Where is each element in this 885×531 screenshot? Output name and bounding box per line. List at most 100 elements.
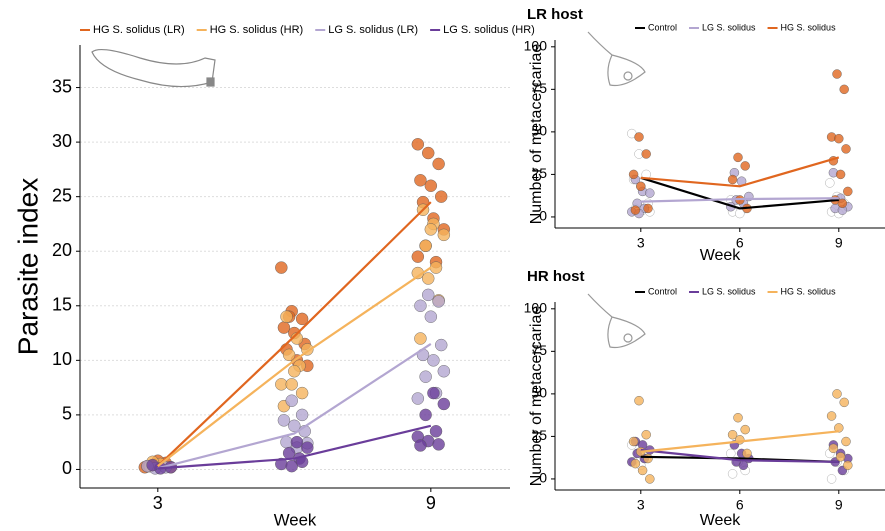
panel-title: LR host bbox=[527, 6, 583, 23]
data-point bbox=[285, 378, 298, 391]
data-point bbox=[288, 419, 301, 433]
data-point bbox=[733, 412, 743, 423]
y-axis-label: Parasite index bbox=[12, 178, 43, 355]
data-point bbox=[641, 430, 651, 440]
data-point bbox=[643, 203, 653, 214]
mean-line bbox=[640, 197, 839, 203]
data-point bbox=[411, 138, 425, 151]
data-point bbox=[645, 474, 655, 484]
legend-label: LG S. solidus bbox=[702, 286, 756, 296]
data-point bbox=[419, 370, 432, 383]
data-point bbox=[282, 446, 296, 460]
y-tick-label: 20 bbox=[52, 240, 72, 260]
y-tick-label: 25 bbox=[531, 165, 547, 181]
data-point bbox=[419, 408, 432, 422]
x-tick-label: 3 bbox=[637, 235, 645, 251]
y-tick-label: 35 bbox=[52, 76, 72, 96]
panel-title: HR host bbox=[527, 268, 585, 285]
data-point bbox=[432, 438, 445, 451]
y-tick-label: 0 bbox=[539, 208, 547, 224]
y-tick-label: 75 bbox=[531, 342, 547, 358]
y-tick-label: 15 bbox=[52, 295, 72, 315]
y-axis-label: Number of metacercariae bbox=[528, 44, 545, 225]
data-point bbox=[843, 460, 853, 471]
x-tick-label: 6 bbox=[736, 497, 744, 513]
data-point bbox=[826, 474, 837, 484]
data-point bbox=[295, 386, 309, 400]
legend-label: Control bbox=[648, 286, 677, 296]
data-point bbox=[424, 179, 438, 192]
x-axis-label: Week bbox=[700, 247, 742, 264]
data-point bbox=[288, 365, 301, 378]
data-point bbox=[411, 250, 425, 263]
data-point bbox=[832, 389, 842, 399]
data-point bbox=[432, 157, 445, 171]
data-point bbox=[843, 186, 853, 197]
data-point bbox=[437, 397, 451, 411]
data-point bbox=[841, 436, 851, 447]
data-point bbox=[411, 392, 425, 405]
data-point bbox=[726, 448, 736, 459]
data-point bbox=[435, 338, 448, 352]
data-point bbox=[727, 430, 738, 440]
data-point bbox=[427, 386, 440, 400]
x-axis-label: Week bbox=[700, 512, 742, 529]
data-point bbox=[429, 261, 443, 274]
x-tick-label: 9 bbox=[835, 235, 843, 251]
legend-label: HG S. solidus (LR) bbox=[93, 24, 185, 36]
data-point bbox=[835, 452, 846, 462]
data-point bbox=[832, 69, 842, 79]
y-tick-label: 50 bbox=[531, 123, 547, 139]
data-point bbox=[424, 310, 438, 323]
data-point bbox=[637, 465, 648, 476]
y-tick-label: 30 bbox=[52, 131, 72, 151]
data-point bbox=[645, 188, 655, 198]
legend-label: Control bbox=[648, 22, 677, 32]
y-tick-label: 5 bbox=[62, 404, 72, 424]
data-point bbox=[290, 435, 304, 449]
fish-icon bbox=[587, 293, 646, 349]
x-tick-label: 9 bbox=[835, 497, 843, 513]
data-point bbox=[422, 272, 435, 285]
data-point bbox=[277, 414, 291, 427]
legend-label: LG S. solidus (LR) bbox=[328, 24, 418, 36]
y-tick-label: 0 bbox=[539, 470, 547, 486]
data-point bbox=[275, 261, 288, 274]
mean-line bbox=[640, 430, 839, 453]
data-point bbox=[146, 458, 159, 472]
data-point bbox=[839, 397, 849, 408]
data-point bbox=[630, 205, 641, 215]
data-point bbox=[740, 161, 750, 171]
data-point bbox=[727, 174, 738, 185]
data-point bbox=[277, 321, 291, 334]
data-point bbox=[427, 354, 440, 367]
data-point bbox=[414, 174, 427, 187]
mean-line bbox=[640, 448, 839, 464]
data-point bbox=[740, 424, 750, 435]
data-point bbox=[422, 146, 435, 160]
worm-icon bbox=[91, 48, 216, 88]
y-axis-label: Number of metacercariae bbox=[528, 306, 545, 487]
data-point bbox=[280, 310, 293, 323]
legend-label: HG S. solidus bbox=[781, 286, 837, 296]
data-point bbox=[285, 459, 298, 473]
x-tick-label: 3 bbox=[153, 493, 163, 513]
data-point bbox=[424, 223, 438, 236]
data-point bbox=[285, 394, 298, 407]
x-tick-label: 6 bbox=[736, 235, 744, 251]
x-tick-label: 9 bbox=[426, 493, 436, 513]
data-point bbox=[282, 348, 296, 362]
data-point bbox=[628, 169, 639, 180]
mean-line bbox=[157, 201, 432, 467]
mean-line bbox=[640, 176, 839, 210]
y-tick-label: 75 bbox=[531, 80, 547, 96]
legend-label: HG S. solidus (HR) bbox=[210, 24, 304, 36]
x-tick-label: 3 bbox=[637, 497, 645, 513]
data-point bbox=[295, 312, 309, 326]
data-point bbox=[826, 411, 837, 421]
data-point bbox=[437, 228, 451, 242]
data-point bbox=[733, 152, 743, 163]
data-point bbox=[643, 453, 653, 464]
data-point bbox=[742, 448, 752, 459]
